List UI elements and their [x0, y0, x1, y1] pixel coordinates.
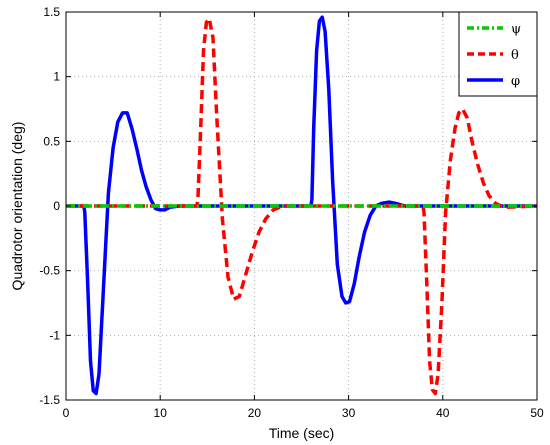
x-tick-label: 10 [154, 406, 168, 420]
y-axis-label: Quadrotor orientation (deg) [9, 122, 25, 291]
legend-label: θ [511, 48, 519, 63]
y-tick-label: 0 [53, 199, 60, 213]
x-tick-label: 40 [436, 406, 450, 420]
legend-label: ψ [511, 22, 521, 37]
y-tick-label: 1.5 [43, 5, 60, 19]
x-tick-label: 30 [342, 406, 356, 420]
y-tick-label: 0.5 [43, 134, 60, 148]
series-layer [66, 15, 538, 396]
series-line-1 [66, 16, 538, 396]
x-tick-label: 50 [530, 406, 544, 420]
x-axis-label: Time (sec) [269, 425, 335, 441]
axis-ticks: 0 10 20 30 40 50 -1.5 -1 -0.5 0 0.5 1 1.5 [39, 5, 544, 420]
legend-label: φ [511, 74, 520, 89]
y-tick-label: -1 [49, 328, 60, 342]
legend: ψθφ [458, 11, 538, 97]
x-tick-label: 20 [248, 406, 262, 420]
y-tick-label: -1.5 [39, 393, 60, 407]
y-tick-label: 1 [53, 70, 60, 84]
x-tick-label: 0 [63, 406, 70, 420]
y-tick-label: -0.5 [39, 264, 60, 278]
